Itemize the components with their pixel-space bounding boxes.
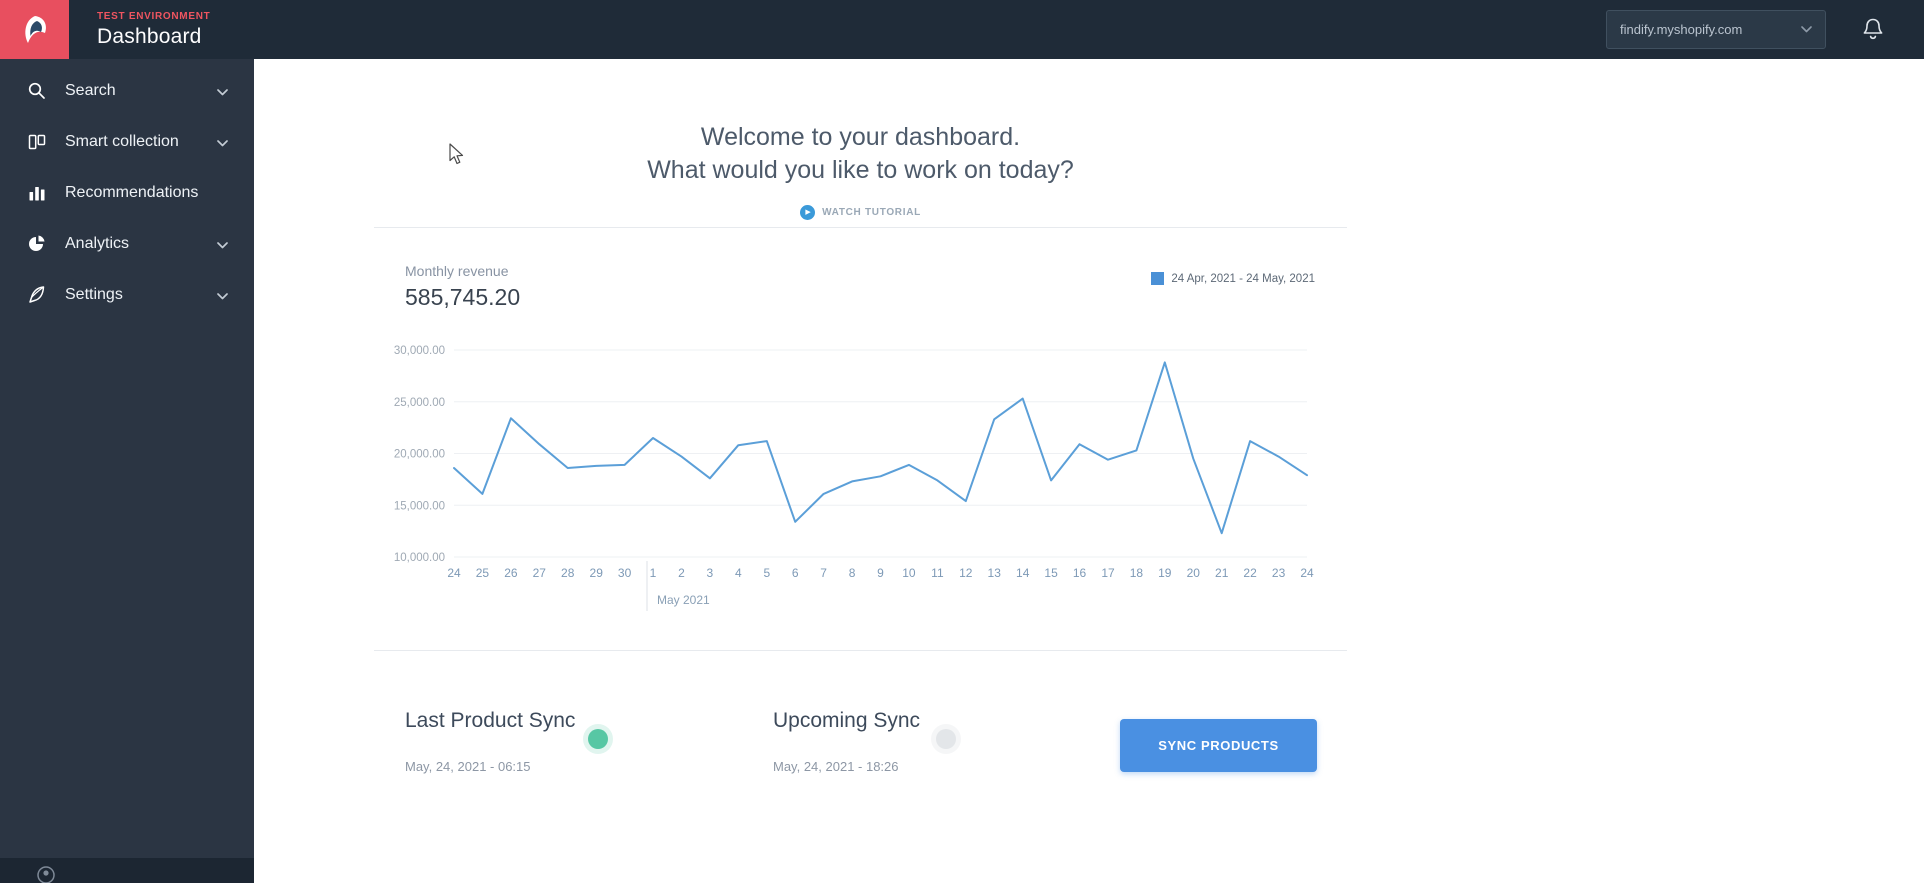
sidebar-item-label: Smart collection xyxy=(65,132,179,150)
header-titles: TEST ENVIRONMENT Dashboard xyxy=(97,11,210,49)
legend-label: 24 Apr, 2021 - 24 May, 2021 xyxy=(1171,272,1315,285)
bell-icon xyxy=(1863,18,1883,40)
svg-text:28: 28 xyxy=(561,566,575,580)
svg-text:30,000.00: 30,000.00 xyxy=(394,345,445,357)
store-selector[interactable]: findify.myshopify.com xyxy=(1606,10,1826,49)
findify-logo xyxy=(0,0,69,59)
sidebar-item-label: Search xyxy=(65,81,116,99)
collection-columns-icon xyxy=(26,131,47,152)
last-sync-status-dot xyxy=(588,729,608,749)
sidebar-item-settings[interactable]: Settings xyxy=(0,269,254,320)
svg-text:10,000.00: 10,000.00 xyxy=(394,552,445,564)
section-divider xyxy=(374,227,1347,228)
svg-text:16: 16 xyxy=(1073,566,1087,580)
svg-text:5: 5 xyxy=(763,566,770,580)
sidebar-item-label: Settings xyxy=(65,285,123,303)
svg-text:24: 24 xyxy=(1300,566,1314,580)
main-content: Welcome to your dashboard. What would yo… xyxy=(254,59,1924,883)
feather-icon xyxy=(26,284,47,305)
welcome-heading-line2: What would you like to work on today? xyxy=(647,156,1074,184)
chevron-down-icon xyxy=(217,134,228,152)
svg-text:23: 23 xyxy=(1272,566,1286,580)
upcoming-sync-title: Upcoming Sync xyxy=(773,709,921,732)
svg-text:9: 9 xyxy=(877,566,884,580)
environment-badge: TEST ENVIRONMENT xyxy=(97,10,211,22)
findify-logo-icon xyxy=(24,15,46,43)
svg-text:3: 3 xyxy=(707,566,714,580)
svg-text:10: 10 xyxy=(902,566,916,580)
svg-text:29: 29 xyxy=(590,566,604,580)
page-title: Dashboard xyxy=(97,24,202,48)
upcoming-sync-timestamp: May, 24, 2021 - 18:26 xyxy=(773,759,899,774)
svg-text:30: 30 xyxy=(618,566,632,580)
svg-text:18: 18 xyxy=(1130,566,1144,580)
monthly-revenue-total: 585,745.20 xyxy=(405,284,521,310)
svg-text:19: 19 xyxy=(1158,566,1172,580)
store-domain: findify.myshopify.com xyxy=(1620,22,1743,37)
sidebar-item-label: Analytics xyxy=(65,234,130,252)
content-column: Welcome to your dashboard. What would yo… xyxy=(374,59,1347,883)
upcoming-sync-status-dot xyxy=(936,729,956,749)
sidebar-item-recommendations[interactable]: Recommendations xyxy=(0,167,254,218)
top-bar: TEST ENVIRONMENT Dashboard findify.mysho… xyxy=(0,0,1924,59)
sidebar-item-smart-collection[interactable]: Smart collection xyxy=(0,116,254,167)
watch-tutorial-link[interactable]: ▶ WATCH TUTORIAL xyxy=(800,196,921,229)
svg-text:20: 20 xyxy=(1187,566,1201,580)
sidebar-item-search[interactable]: Search xyxy=(0,65,254,116)
chart-title: Monthly revenue xyxy=(405,263,509,279)
svg-text:24: 24 xyxy=(447,566,461,580)
svg-text:25: 25 xyxy=(476,566,490,580)
bar-chart-icon xyxy=(26,182,47,203)
svg-text:7: 7 xyxy=(820,566,827,580)
welcome-heading-line1: Welcome to your dashboard. xyxy=(700,123,1021,151)
svg-text:17: 17 xyxy=(1101,566,1115,580)
svg-text:25,000.00: 25,000.00 xyxy=(394,397,445,409)
notifications-button[interactable] xyxy=(1862,17,1884,46)
sidebar: Search Smart collection Recommendations … xyxy=(0,59,254,883)
search-icon xyxy=(26,80,47,101)
svg-text:22: 22 xyxy=(1243,566,1257,580)
svg-text:6: 6 xyxy=(792,566,799,580)
welcome-section: Welcome to your dashboard. What would yo… xyxy=(374,121,1347,229)
chevron-down-icon xyxy=(217,236,228,254)
sidebar-footer[interactable] xyxy=(0,858,254,883)
pie-chart-icon xyxy=(26,233,47,254)
section-divider xyxy=(374,650,1347,651)
chevron-down-icon xyxy=(217,287,228,305)
sidebar-item-label: Recommendations xyxy=(65,183,199,201)
svg-text:8: 8 xyxy=(849,566,856,580)
svg-text:2: 2 xyxy=(678,566,685,580)
svg-text:1: 1 xyxy=(650,566,657,580)
svg-text:4: 4 xyxy=(735,566,742,580)
svg-text:21: 21 xyxy=(1215,566,1229,580)
chart-legend: 24 Apr, 2021 - 24 May, 2021 xyxy=(1151,272,1315,285)
account-icon xyxy=(37,866,55,883)
svg-text:15: 15 xyxy=(1044,566,1058,580)
last-sync-timestamp: May, 24, 2021 - 06:15 xyxy=(405,759,531,774)
revenue-line-chart: 30,000.00 25,000.00 20,000.00 15,000.00 10,0… xyxy=(394,345,1314,611)
svg-text:13: 13 xyxy=(988,566,1002,580)
svg-text:26: 26 xyxy=(504,566,518,580)
sync-products-button[interactable]: SYNC PRODUCTS xyxy=(1120,719,1317,772)
svg-text:27: 27 xyxy=(533,566,547,580)
legend-swatch xyxy=(1151,272,1165,285)
watch-tutorial-label: WATCH TUTORIAL xyxy=(822,207,921,218)
play-icon: ▶ xyxy=(800,205,816,220)
svg-text:15,000.00: 15,000.00 xyxy=(394,500,445,512)
chevron-down-icon xyxy=(217,83,228,101)
sidebar-item-analytics[interactable]: Analytics xyxy=(0,218,254,269)
svg-text:20,000.00: 20,000.00 xyxy=(394,449,445,461)
svg-text:11: 11 xyxy=(931,566,944,580)
svg-text:12: 12 xyxy=(959,566,973,580)
svg-text:May 2021: May 2021 xyxy=(657,593,710,607)
last-product-sync-title: Last Product Sync xyxy=(405,709,576,732)
svg-text:14: 14 xyxy=(1016,566,1030,580)
chevron-down-icon xyxy=(1801,26,1812,33)
